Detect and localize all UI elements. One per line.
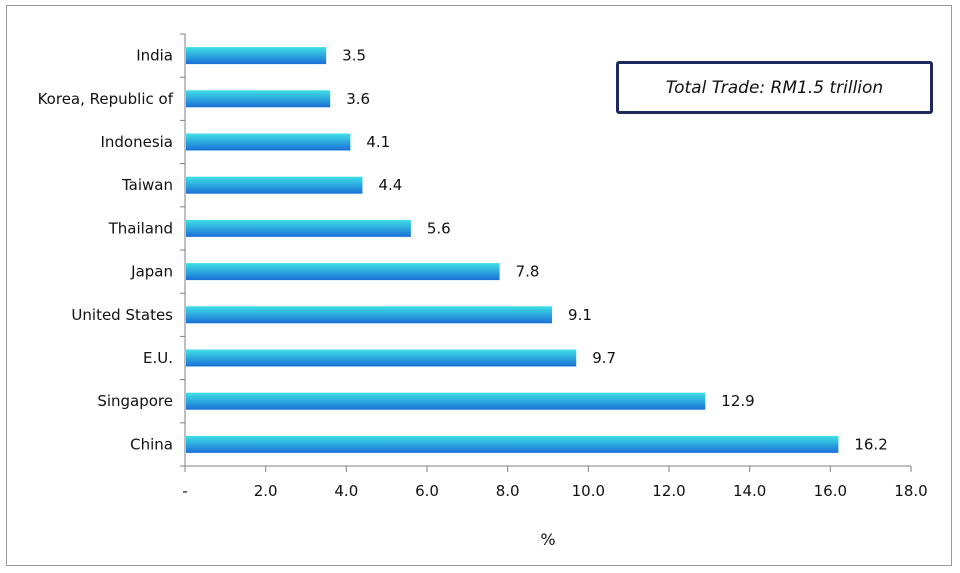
category-label: India — [136, 47, 173, 65]
x-tick-label: 2.0 — [254, 482, 278, 500]
data-label: 3.6 — [346, 90, 370, 108]
bar — [186, 47, 327, 65]
bar — [186, 263, 500, 281]
bar — [186, 176, 363, 194]
data-label: 12.9 — [721, 392, 754, 410]
data-label: 5.6 — [427, 219, 451, 237]
bar — [186, 349, 577, 367]
axes-layer: India Korea, Republic of Indonesia Taiwan Th… — [38, 33, 928, 500]
chart-frame: 3.5 3.6 4.1 4.4 5.6 7.8 9.1 9.7 12.9 16.2 India Ko… — [6, 5, 952, 566]
data-label: 9.7 — [592, 349, 616, 367]
data-label: 3.5 — [342, 47, 366, 65]
x-tick-label: 16.0 — [814, 482, 847, 500]
category-label: Singapore — [97, 392, 173, 410]
data-label: 9.1 — [568, 306, 592, 324]
bar — [186, 392, 706, 410]
x-tick-label: 18.0 — [894, 482, 927, 500]
category-label: Thailand — [108, 219, 173, 237]
x-tick-label: 10.0 — [572, 482, 605, 500]
x-tick-label: 8.0 — [496, 482, 520, 500]
category-label: Japan — [130, 263, 173, 281]
total-trade-annotation-box: Total Trade: RM1.5 trillion — [616, 61, 933, 114]
bar — [186, 133, 351, 151]
category-label: E.U. — [143, 349, 173, 367]
x-tick-label: 4.0 — [334, 482, 358, 500]
bars-layer: 3.5 3.6 4.1 4.4 5.6 7.8 9.1 9.7 12.9 16.2 — [186, 47, 888, 453]
bar — [186, 306, 553, 324]
bar — [186, 90, 331, 108]
x-tick-label: 14.0 — [733, 482, 766, 500]
category-label: Taiwan — [121, 176, 173, 194]
x-axis-title: % — [540, 530, 555, 549]
bar — [186, 219, 411, 237]
bar — [186, 435, 839, 453]
horizontal-bar-chart: 3.5 3.6 4.1 4.4 5.6 7.8 9.1 9.7 12.9 16.2 India Ko… — [38, 33, 928, 549]
category-label: Korea, Republic of — [38, 90, 174, 108]
x-tick-label: 12.0 — [652, 482, 685, 500]
category-label: Indonesia — [100, 133, 173, 151]
category-label: China — [130, 435, 173, 453]
category-label: United States — [71, 306, 173, 324]
annotation-text: Total Trade: RM1.5 trillion — [665, 77, 884, 98]
data-label: 7.8 — [516, 263, 540, 281]
data-label: 16.2 — [854, 435, 887, 453]
data-label: 4.1 — [366, 133, 390, 151]
x-tick-label: - — [182, 482, 187, 500]
data-label: 4.4 — [378, 176, 402, 194]
x-tick-label: 6.0 — [415, 482, 439, 500]
